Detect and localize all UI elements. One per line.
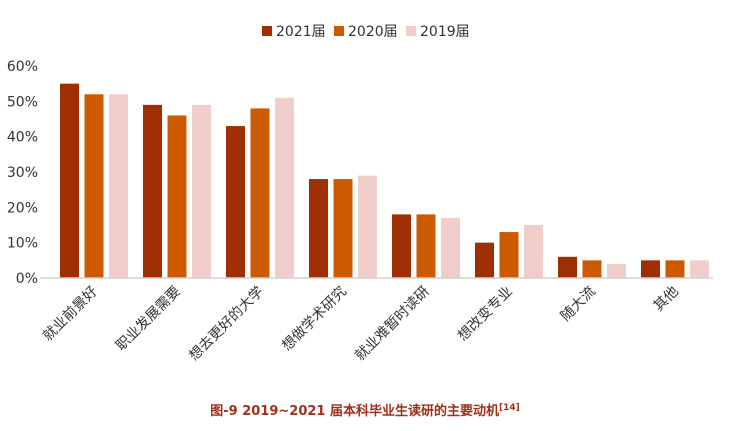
bar-2021届-想做学术研究 xyxy=(309,179,328,278)
chart-title: 图-9 2019~2021 届本科毕业生读研的主要动机[14] xyxy=(210,403,520,419)
legend-label: 2020届 xyxy=(348,24,398,40)
x-tick-label: 想改变专业 xyxy=(455,284,516,345)
bar-2019届-职业发展需要 xyxy=(192,104,211,278)
bars xyxy=(60,83,709,279)
bar-2020届-想做学术研究 xyxy=(333,179,353,278)
bar-2021届-想改变专业 xyxy=(475,242,494,278)
bar-2019届-想去更好的大学 xyxy=(275,97,294,278)
bar-2021届-随大流 xyxy=(558,256,577,278)
bar-2019届-就业前景好 xyxy=(109,94,128,279)
bar-2020届-就业难暂时读研 xyxy=(416,214,436,278)
y-tick-label: 60% xyxy=(7,59,38,75)
x-tick-label: 就业前景好 xyxy=(39,283,101,345)
bar-2021届-想去更好的大学 xyxy=(226,126,245,278)
y-tick-label: 20% xyxy=(7,200,38,216)
bar-2020届-想改变专业 xyxy=(499,232,519,278)
bar-2021届-就业难暂时读研 xyxy=(392,214,411,278)
x-axis: 就业前景好 职业发展需要 想去更好的大学 想做学术研究 就业难暂时读研 想改变专业 随大流 其… xyxy=(39,283,682,364)
chart-title-ref: [14] xyxy=(499,403,520,413)
y-tick-label: 30% xyxy=(7,165,38,181)
legend: 2021届 2020届 2019届 xyxy=(262,24,470,40)
bar-2019届-想做学术研究 xyxy=(358,175,377,278)
y-axis: 0% 10% 20% 30% 40% 50% 60% xyxy=(7,59,38,287)
x-tick-label: 职业发展需要 xyxy=(113,284,184,355)
bar-2020届-就业前景好 xyxy=(84,94,104,279)
legend-label: 2021届 xyxy=(276,24,326,40)
bar-2020届-随大流 xyxy=(582,260,602,278)
bar-2020届-想去更好的大学 xyxy=(250,108,270,279)
bar-2020届-职业发展需要 xyxy=(167,115,187,278)
legend-label: 2019届 xyxy=(420,24,470,40)
y-tick-label: 50% xyxy=(7,94,38,110)
y-tick-label: 0% xyxy=(16,271,38,287)
legend-swatch xyxy=(334,26,344,36)
bar-2019届-随大流 xyxy=(607,263,626,278)
legend-swatch xyxy=(262,26,272,36)
bar-2020届-其他 xyxy=(665,260,685,278)
bar-2019届-就业难暂时读研 xyxy=(441,217,460,278)
legend-swatch xyxy=(406,26,416,36)
x-tick-label: 想去更好的大学 xyxy=(186,284,267,365)
x-tick-label: 就业难暂时读研 xyxy=(352,283,433,364)
chart-title-text: 图-9 2019~2021 届本科毕业生读研的主要动机 xyxy=(210,403,499,419)
x-tick-label: 随大流 xyxy=(558,284,599,325)
x-tick-label: 想做学术研究 xyxy=(279,284,350,355)
x-tick-label: 其他 xyxy=(651,284,682,315)
bar-2019届-想改变专业 xyxy=(524,225,543,278)
y-tick-label: 10% xyxy=(7,236,38,252)
bar-2021届-就业前景好 xyxy=(60,83,79,279)
bar-2021届-职业发展需要 xyxy=(143,104,162,278)
bar-2019届-其他 xyxy=(690,260,709,278)
bar-2021届-其他 xyxy=(641,260,660,278)
y-tick-label: 40% xyxy=(7,130,38,146)
